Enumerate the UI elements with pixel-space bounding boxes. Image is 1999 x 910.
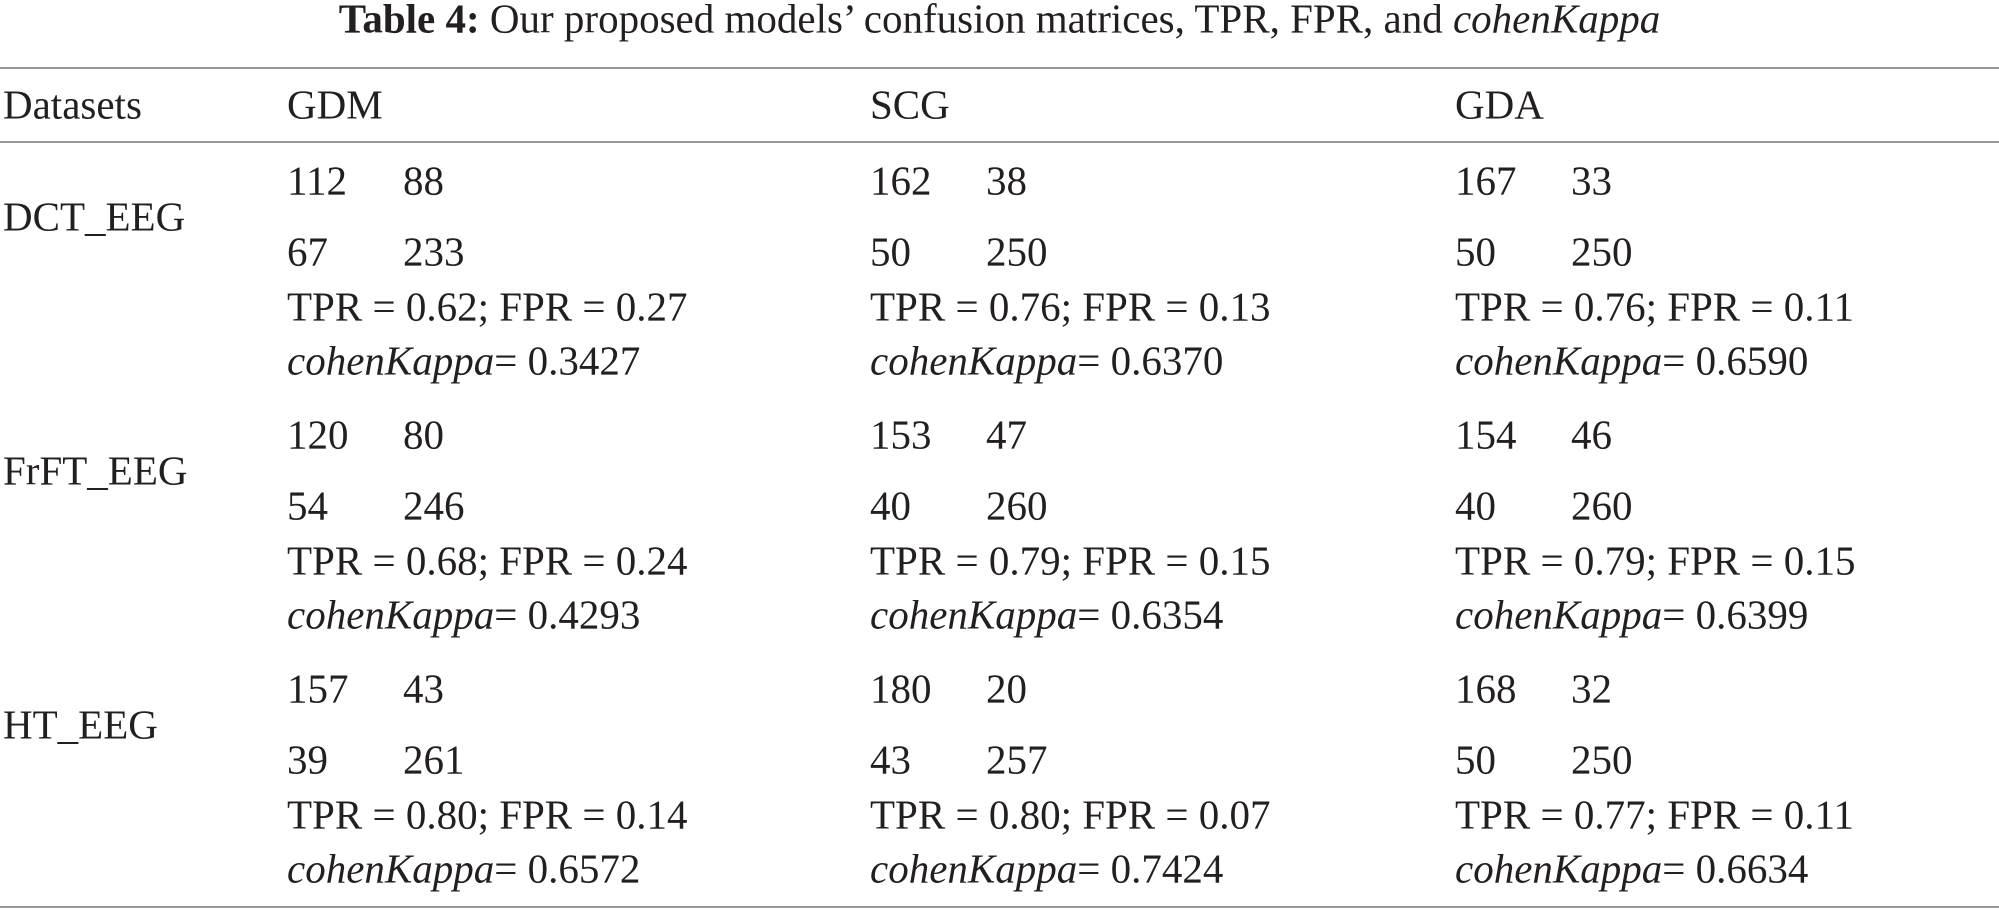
matrix-value: 261 [403, 736, 465, 783]
matrix-value: 260 [1571, 482, 1633, 529]
bottom-rule [0, 906, 1999, 908]
header-cell: GDA [1455, 81, 1544, 128]
kappa-value: = 0.6590 [1662, 337, 1809, 384]
matrix-value: 50 [870, 228, 911, 275]
matrix-value: 168 [1455, 665, 1517, 712]
header-cell: GDM [287, 81, 383, 128]
kappa: cohenKappa= 0.6634 [1455, 845, 1809, 892]
matrix-value: 250 [986, 228, 1048, 275]
matrix-value: 167 [1455, 157, 1517, 204]
matrix-value: 38 [986, 157, 1027, 204]
title-emph: cohenKappa [1452, 0, 1661, 42]
kappa-value: = 0.3427 [494, 337, 641, 384]
matrix-value: 257 [986, 736, 1048, 783]
matrix-value: 233 [403, 228, 465, 275]
kappa-label: cohenKappa [1455, 591, 1663, 638]
matrix-value: 43 [403, 665, 444, 712]
title-text: Our proposed models’ confusion matrices,… [489, 0, 1443, 42]
matrix-value: 88 [403, 157, 444, 204]
top-rule [0, 67, 1999, 69]
matrix-value: 43 [870, 736, 911, 783]
kappa-label: cohenKappa [287, 845, 495, 892]
kappa: cohenKappa= 0.3427 [287, 337, 641, 384]
kappa-value: = 0.7424 [1077, 845, 1224, 892]
dataset-name: HT_EEG [3, 701, 158, 748]
rates: TPR = 0.68; FPR = 0.24 [287, 537, 688, 584]
header-rule [0, 141, 1999, 143]
rates: TPR = 0.76; FPR = 0.13 [870, 283, 1271, 330]
matrix-value: 50 [1455, 228, 1496, 275]
matrix-value: 39 [287, 736, 328, 783]
kappa-label: cohenKappa [870, 591, 1078, 638]
kappa-value: = 0.6370 [1077, 337, 1224, 384]
matrix-value: 157 [287, 665, 349, 712]
kappa-value: = 0.6572 [494, 845, 641, 892]
matrix-value: 154 [1455, 411, 1517, 458]
rates: TPR = 0.79; FPR = 0.15 [1455, 537, 1856, 584]
matrix-value: 67 [287, 228, 328, 275]
matrix-value: 153 [870, 411, 932, 458]
rates: TPR = 0.77; FPR = 0.11 [1455, 791, 1855, 838]
matrix-value: 46 [1571, 411, 1612, 458]
kappa-label: cohenKappa [1455, 845, 1663, 892]
kappa-value: = 0.4293 [494, 591, 641, 638]
table-title: Table 4: Our proposed models’ confusion … [0, 0, 1999, 40]
kappa: cohenKappa= 0.6572 [287, 845, 641, 892]
matrix-value: 112 [287, 157, 347, 204]
kappa: cohenKappa= 0.4293 [287, 591, 641, 638]
matrix-value: 40 [1455, 482, 1496, 529]
rates: TPR = 0.62; FPR = 0.27 [287, 283, 688, 330]
matrix-value: 40 [870, 482, 911, 529]
kappa-value: = 0.6399 [1662, 591, 1809, 638]
matrix-value: 50 [1455, 736, 1496, 783]
matrix-value: 246 [403, 482, 465, 529]
kappa-label: cohenKappa [870, 337, 1078, 384]
matrix-value: 162 [870, 157, 932, 204]
matrix-value: 250 [1571, 228, 1633, 275]
matrix-value: 33 [1571, 157, 1612, 204]
kappa-value: = 0.6354 [1077, 591, 1224, 638]
kappa: cohenKappa= 0.6354 [870, 591, 1224, 638]
matrix-value: 250 [1571, 736, 1633, 783]
matrix-value: 120 [287, 411, 349, 458]
rates: TPR = 0.76; FPR = 0.11 [1455, 283, 1855, 330]
matrix-value: 54 [287, 482, 328, 529]
matrix-value: 32 [1571, 665, 1612, 712]
rates: TPR = 0.79; FPR = 0.15 [870, 537, 1271, 584]
kappa-label: cohenKappa [1455, 337, 1663, 384]
matrix-value: 260 [986, 482, 1048, 529]
kappa-label: cohenKappa [287, 591, 495, 638]
title-label: Table 4: [338, 0, 480, 42]
header-cell: SCG [870, 81, 950, 128]
kappa: cohenKappa= 0.6370 [870, 337, 1224, 384]
rates: TPR = 0.80; FPR = 0.07 [870, 791, 1271, 838]
matrix-value: 47 [986, 411, 1027, 458]
matrix-value: 20 [986, 665, 1027, 712]
kappa: cohenKappa= 0.6590 [1455, 337, 1809, 384]
kappa-value: = 0.6634 [1662, 845, 1809, 892]
header-cell: Datasets [3, 81, 142, 128]
dataset-name: FrFT_EEG [3, 447, 188, 494]
rates: TPR = 0.80; FPR = 0.14 [287, 791, 688, 838]
kappa-label: cohenKappa [287, 337, 495, 384]
matrix-value: 80 [403, 411, 444, 458]
kappa: cohenKappa= 0.7424 [870, 845, 1224, 892]
matrix-value: 180 [870, 665, 932, 712]
kappa-label: cohenKappa [870, 845, 1078, 892]
kappa: cohenKappa= 0.6399 [1455, 591, 1809, 638]
dataset-name: DCT_EEG [3, 193, 186, 240]
